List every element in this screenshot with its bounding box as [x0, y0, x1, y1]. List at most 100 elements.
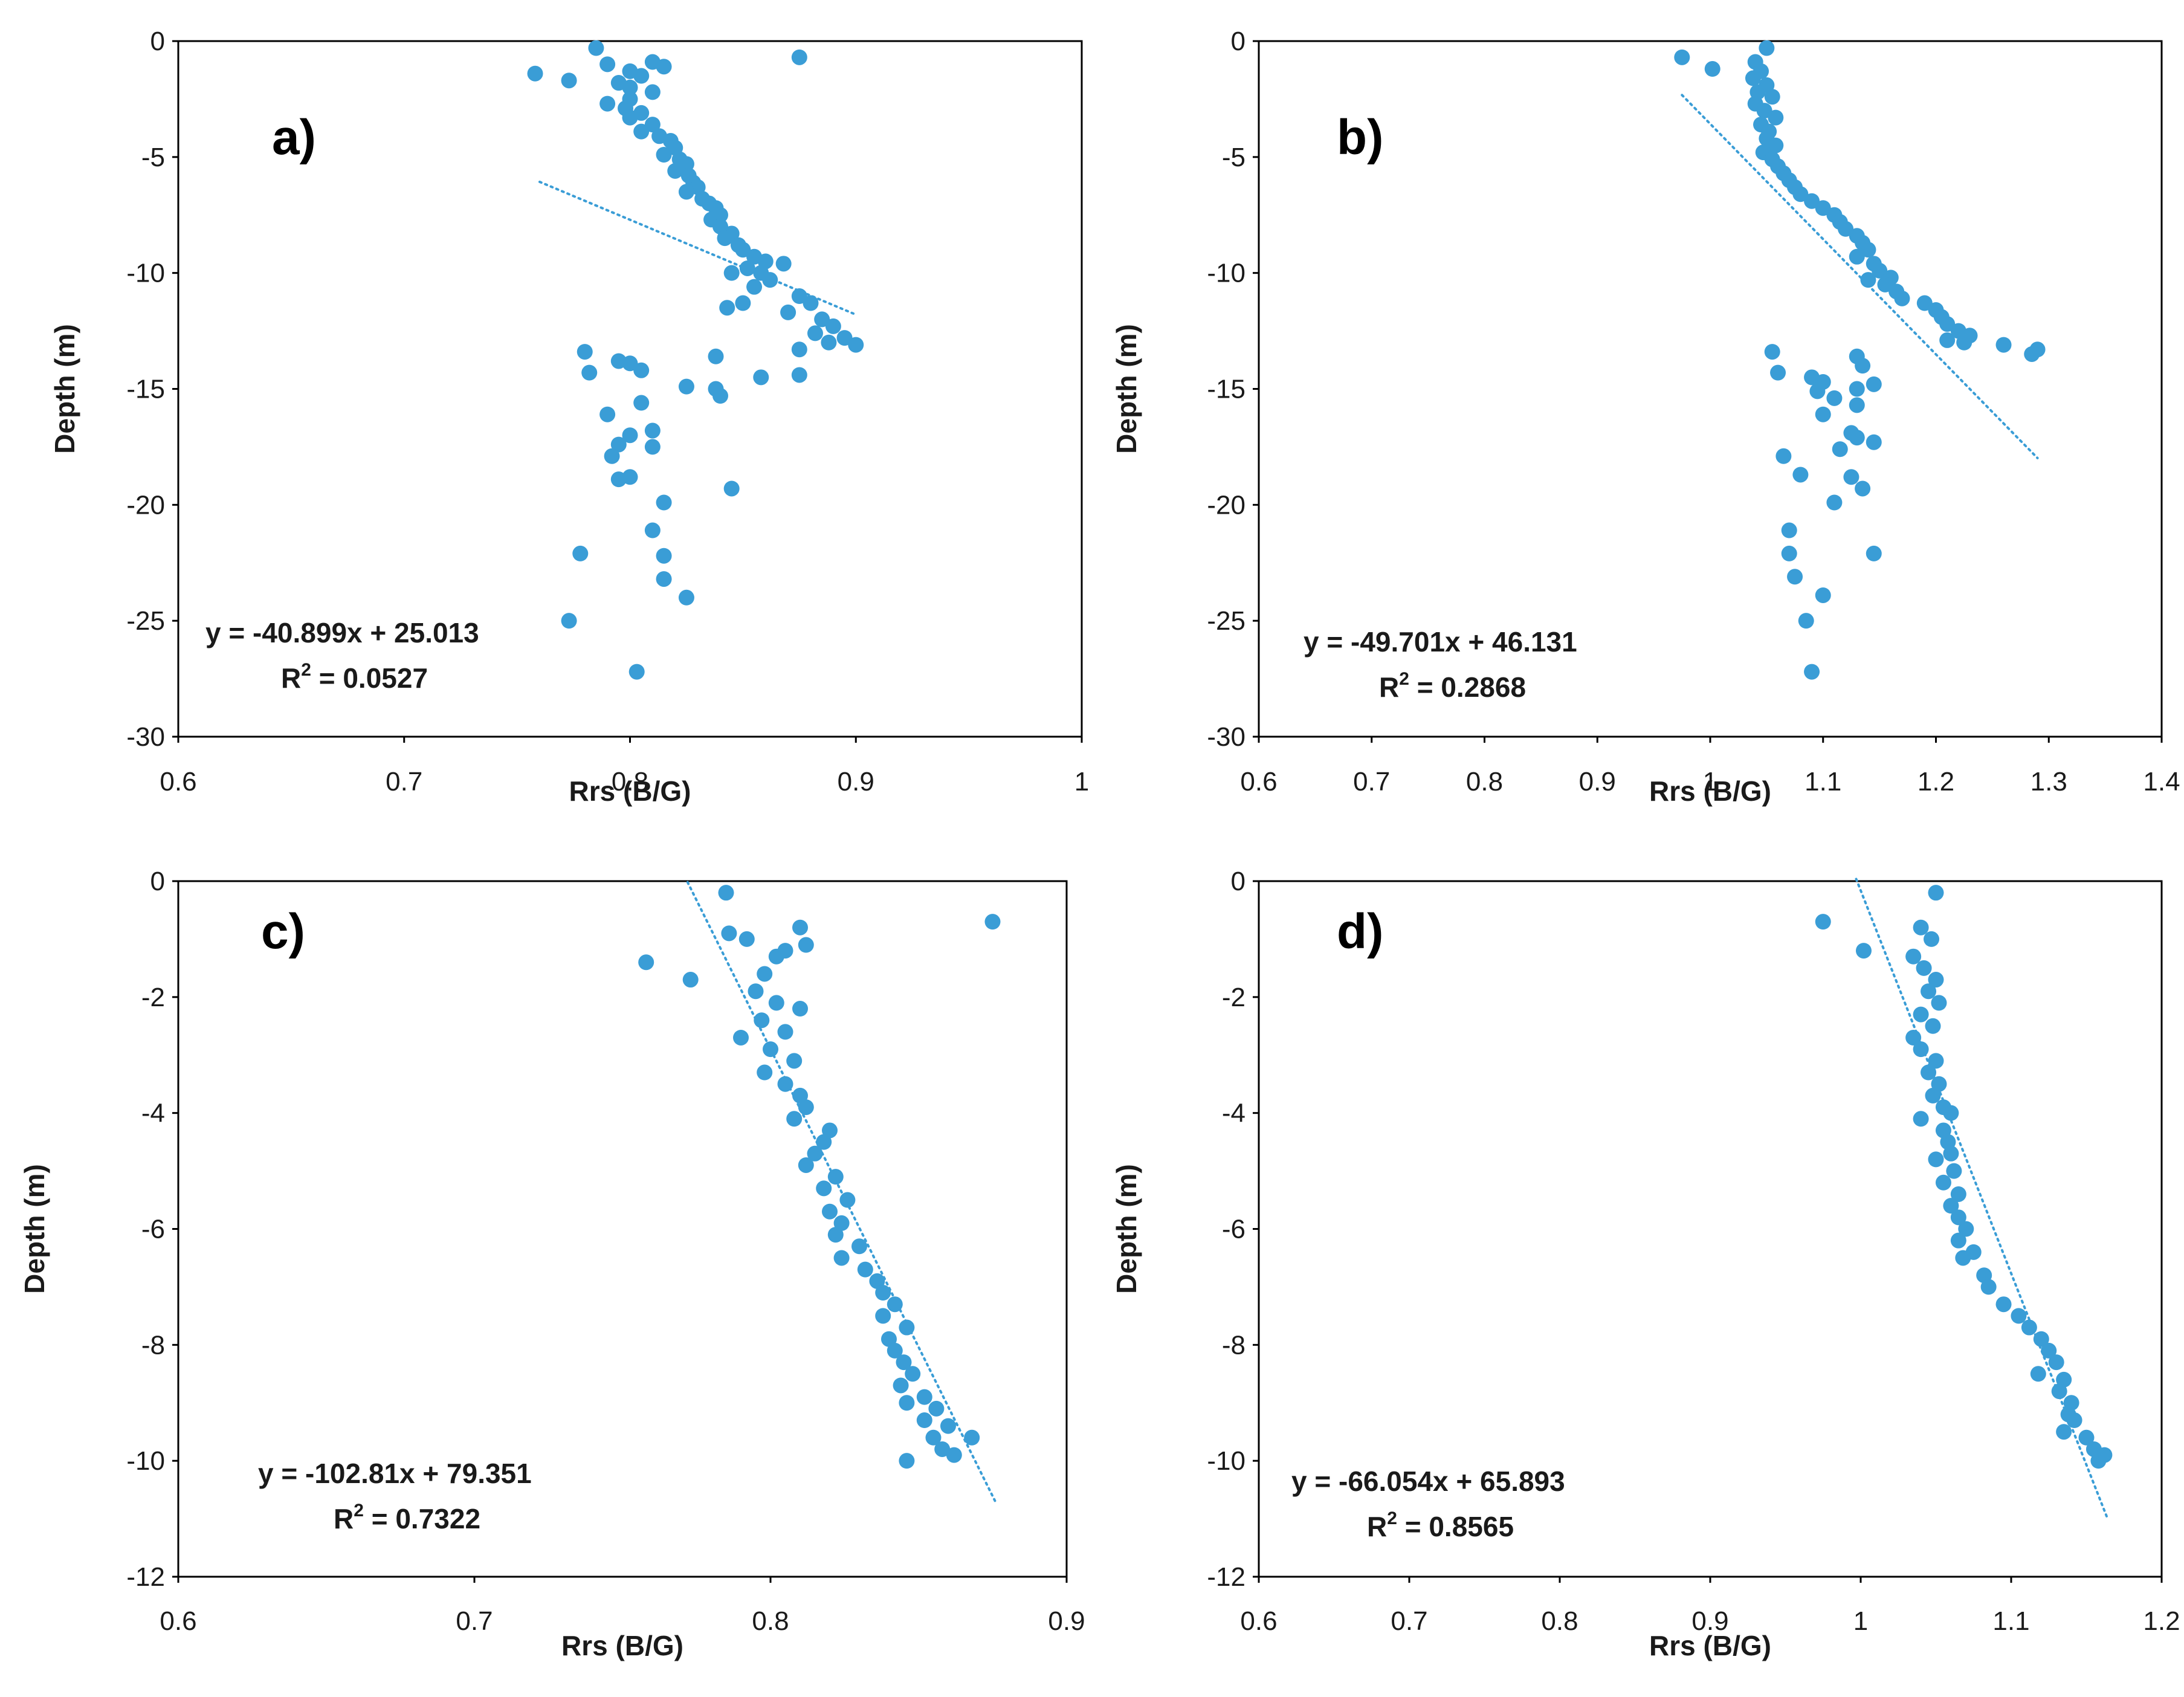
data-point	[738, 931, 755, 947]
data-point	[836, 330, 853, 346]
data-point	[753, 369, 769, 386]
x-tick-label: 1.1	[1992, 1606, 2029, 1636]
data-point	[604, 448, 620, 464]
x-tick-label: 1.3	[2031, 767, 2067, 797]
y-tick-label: -5	[1222, 143, 1245, 172]
x-tick-label: 1	[1074, 767, 1089, 797]
panel-a: 0.6 0.7 0.8 0.9 1 0 -5 -10 -15 -20 -25 -30 Rrs (B/G)…	[0, 0, 1092, 848]
data-point	[916, 1389, 932, 1405]
x-tick-label: 0.7	[386, 767, 422, 797]
data-point	[1946, 1163, 1962, 1179]
data-point	[1832, 441, 1848, 457]
data-point	[825, 318, 841, 334]
data-point	[1770, 364, 1786, 381]
data-point	[622, 355, 638, 372]
r-squared: R2 = 0.8565	[1367, 1508, 1514, 1542]
y-axis-title: Depth (m)	[19, 1164, 50, 1294]
y-tick-label: -20	[126, 490, 165, 520]
data-point	[1913, 919, 1929, 936]
data-point	[1943, 1105, 1959, 1121]
data-point	[934, 1441, 951, 1457]
data-point	[1764, 344, 1780, 360]
data-point	[561, 73, 577, 89]
data-point	[1764, 89, 1780, 105]
data-point	[644, 422, 661, 439]
data-point	[2078, 1429, 2095, 1446]
data-point	[644, 84, 661, 100]
data-point	[1925, 1087, 1941, 1104]
data-point	[899, 1319, 915, 1336]
r-squared-value: = 0.2868	[1409, 671, 1526, 703]
data-point	[1804, 193, 1820, 209]
regression-equation: y = -102.81x + 79.351	[258, 1458, 532, 1489]
data-point	[780, 304, 796, 320]
y-axis-title: Depth (m)	[49, 324, 80, 454]
data-point	[1913, 1111, 1929, 1127]
data-point	[1866, 434, 1882, 450]
data-point	[946, 1447, 962, 1463]
data-point	[1826, 390, 1843, 406]
data-point	[848, 337, 864, 353]
data-point	[610, 436, 627, 453]
data-point	[893, 1377, 909, 1394]
x-tick-label: 1	[1703, 767, 1717, 797]
data-point	[791, 288, 807, 305]
data-point	[822, 1203, 838, 1220]
data-point	[1704, 61, 1720, 77]
data-point	[1815, 587, 1831, 603]
data-point	[754, 1012, 770, 1029]
panel-b: 0.6 0.7 0.8 0.9 1 1.1 1.2 1.3 1.4 0 -5 -10 -15 -20 -25…	[1092, 0, 2184, 848]
panel-label: b)	[1337, 110, 1383, 165]
data-point	[839, 1192, 856, 1208]
scatter-chart: 0.6 0.7 0.8 0.9 1 0 -5 -10 -15 -20 -25 -30 Rrs (B/G)…	[49, 27, 1089, 807]
y-tick-label: -6	[1222, 1215, 1245, 1244]
r-squared-label: R	[334, 1503, 354, 1534]
y-tick-label: -6	[141, 1215, 165, 1244]
data-point	[1792, 186, 1809, 202]
data-point	[1925, 1018, 1941, 1034]
x-tick-label: 0.9	[1048, 1606, 1085, 1636]
data-point	[1877, 276, 1893, 293]
data-point	[572, 545, 589, 561]
data-point	[2029, 341, 2046, 358]
r-squared-value: = 0.8565	[1397, 1511, 1514, 1542]
scatter-chart: 0.6 0.7 0.8 0.9 1 1.1 1.2 1.3 1.4 0 -5 -10 -15 -20 -25…	[1111, 27, 2180, 807]
data-point	[1921, 1064, 1937, 1081]
y-tick-label: -25	[1207, 606, 1245, 636]
data-point	[599, 56, 616, 73]
x-tick-label: 0.6	[160, 767, 196, 797]
data-point	[833, 1215, 850, 1231]
x-axis-title: Rrs (B/G)	[1649, 1630, 1771, 1661]
data-point	[1950, 1209, 1966, 1226]
data-point	[633, 395, 650, 411]
data-point	[798, 1157, 814, 1173]
data-point	[816, 1134, 832, 1150]
x-tick-label: 0.9	[1579, 767, 1616, 797]
data-point	[723, 480, 740, 497]
x-axis-title: Rrs (B/G)	[1649, 775, 1771, 807]
y-tick-label: -8	[1222, 1330, 1245, 1360]
data-point	[633, 68, 650, 84]
data-point	[1995, 1296, 2012, 1313]
y-axis-title: Depth (m)	[1111, 324, 1142, 454]
data-point	[1943, 1198, 1959, 1214]
data-point	[739, 260, 755, 276]
data-point	[1928, 1053, 1944, 1069]
x-tick-label: 1.1	[1804, 767, 1841, 797]
data-point	[622, 109, 638, 126]
x-tick-label: 0.8	[1541, 1606, 1578, 1636]
data-point	[561, 613, 577, 629]
data-point	[1804, 664, 1820, 680]
data-point	[1894, 290, 1910, 306]
y-tick-label: -12	[1207, 1562, 1245, 1592]
data-point	[735, 242, 751, 258]
data-point	[1781, 545, 1797, 561]
data-point	[1768, 109, 1784, 126]
scatter-points	[1674, 40, 2046, 680]
data-point	[1768, 137, 1784, 154]
r-squared: R2 = 0.2868	[1379, 669, 1526, 703]
data-point	[1815, 406, 1831, 422]
data-point	[851, 1238, 867, 1255]
panel-d: 0.6 0.7 0.8 0.9 1 1.1 1.2 0 -2 -4 -6 -8 -10 -12 Rrs (B…	[1092, 848, 2184, 1697]
